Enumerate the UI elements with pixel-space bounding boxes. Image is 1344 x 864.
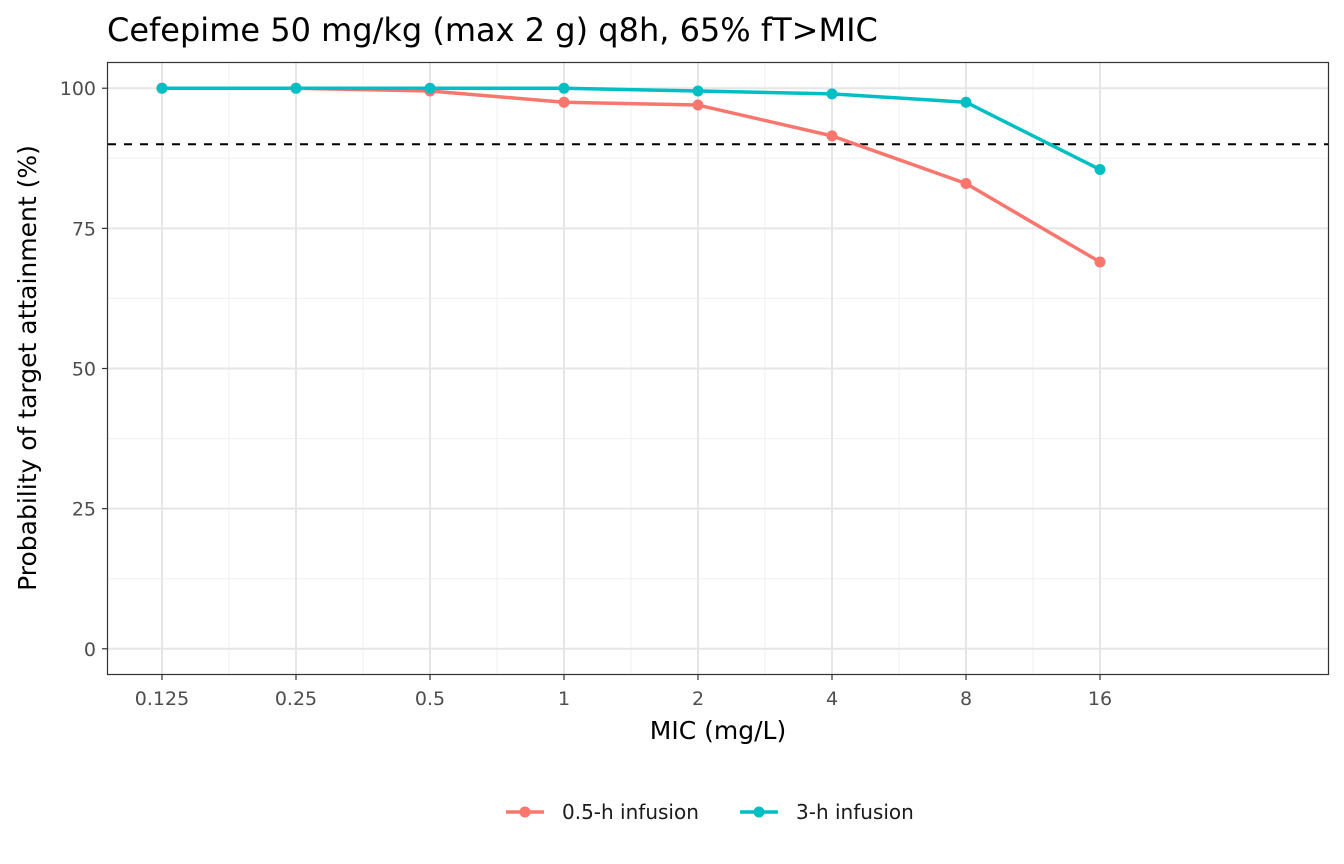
y-tick-label: 75 [72,218,96,240]
x-tick-label: 16 [1088,688,1112,710]
data-point [290,82,302,94]
y-tick-label: 50 [72,359,96,381]
data-point [692,85,704,97]
x-tick-label: 2 [692,688,704,710]
y-tick-label: 0 [84,639,96,661]
data-point [558,96,570,108]
data-point [424,82,436,94]
data-point [558,82,570,94]
data-point [692,99,704,111]
data-point [960,178,972,190]
y-tick-label: 25 [72,499,96,521]
series-line [162,86,1101,172]
data-point [826,88,838,100]
x-tick-label: 1 [558,688,570,710]
legend-key-point [519,806,531,818]
data-point [1094,256,1106,268]
x-tick-label: 4 [826,688,838,710]
legend-label: 3-h infusion [796,800,914,824]
x-tick-label: 8 [960,688,972,710]
x-axis-title: MIC (mg/L) [650,716,786,745]
data-point [1094,164,1106,176]
legend-label: 0.5-h infusion [562,800,699,824]
x-axis: 0.125 0.25 0.5 1 2 4 8 16 [135,674,1112,710]
y-tick-label: 100 [60,78,96,100]
x-tick-label: 0.125 [135,688,189,710]
legend-key-point [753,806,765,818]
legend: 0.5-h infusion 3-h infusion [506,800,914,824]
x-tick-label: 0.25 [275,688,317,710]
chart-title: Cefepime 50 mg/kg (max 2 g) q8h, 65% fT>… [107,11,878,49]
series-layer [156,82,1106,268]
data-point [960,96,972,108]
x-tick-label: 0.5 [415,688,445,710]
data-point [826,130,838,142]
y-axis: 0 25 50 75 100 [60,78,108,661]
data-point [156,82,168,94]
y-axis-title: Probability of target attainment (%) [13,145,42,591]
grid [108,63,1328,674]
